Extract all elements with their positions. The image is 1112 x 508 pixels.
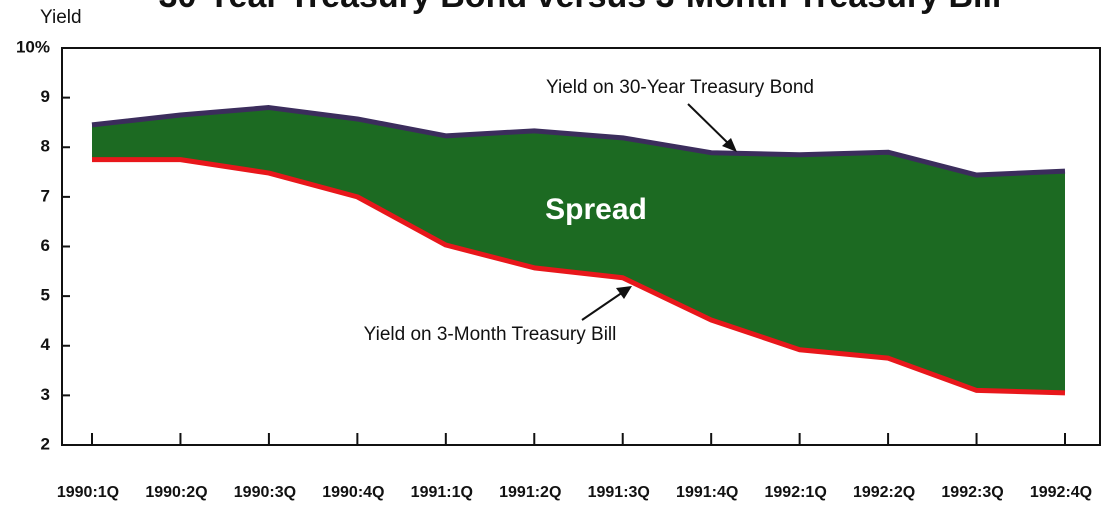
x-tick-label: 1992:4Q — [1030, 484, 1092, 501]
series-line — [91, 105, 1066, 178]
arrow-head — [722, 138, 737, 152]
y-tick-label: 5 — [41, 286, 50, 305]
y-tick-label: 7 — [41, 186, 50, 205]
y-tick-label: 9 — [41, 87, 50, 106]
y-tick-label: 2 — [41, 434, 50, 453]
x-tick-label: 1992:1Q — [765, 484, 827, 501]
x-tick-label: 1990:3Q — [234, 484, 296, 501]
arrow-head — [616, 286, 632, 299]
x-tick-label: 1991:4Q — [676, 484, 738, 501]
x-tick-label: 1990:2Q — [145, 484, 207, 501]
x-tick-label: 1991:3Q — [588, 484, 650, 501]
annotation-arrow — [687, 103, 734, 149]
y-tick-label: 4 — [41, 335, 51, 354]
x-tick-label: 1991:2Q — [499, 484, 561, 501]
x-tick-label: 1991:1Q — [411, 484, 473, 501]
series-line — [92, 157, 1066, 396]
annotation-arrow — [581, 289, 627, 321]
spread-area — [92, 107, 1065, 393]
y-tick-label: 10% — [16, 37, 50, 56]
y-tick-label: 6 — [41, 236, 50, 255]
spread-label: Spread — [545, 193, 647, 226]
x-tick-label: 1990:1Q — [57, 484, 119, 501]
x-tick-label: 1992:3Q — [941, 484, 1003, 501]
y-axis-label: Yield — [40, 7, 82, 28]
y-tick-label: 8 — [41, 137, 50, 156]
y-tick-label: 3 — [41, 385, 50, 404]
x-tick-label: 1990:4Q — [322, 484, 384, 501]
x-tick-label: 1992:2Q — [853, 484, 915, 501]
chart-title: 30-Year Treasury Bond versus 3-Month Tre… — [159, 0, 1002, 15]
series-annotation: Yield on 3-Month Treasury Bill — [364, 324, 617, 345]
series-annotation: Yield on 30-Year Treasury Bond — [546, 77, 814, 98]
